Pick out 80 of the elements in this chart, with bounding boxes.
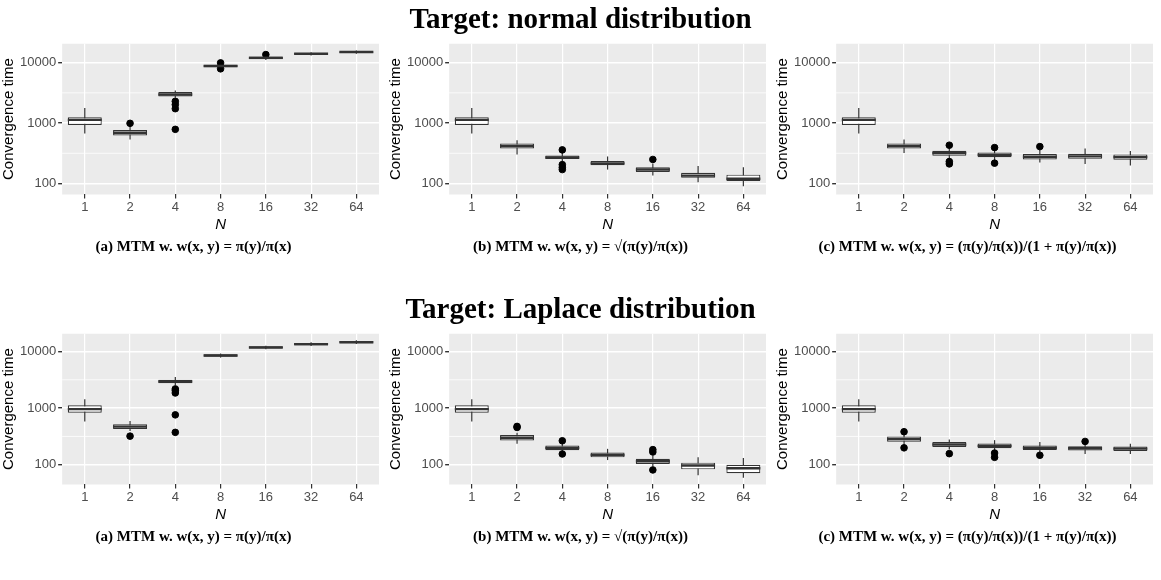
text: (a) MTM w. w(x, y) = π(y)/π(x) — [94, 528, 293, 545]
x-tick-label: 2 — [126, 488, 134, 504]
y-axis-title: Convergence time — [773, 58, 791, 180]
x-tick-label: 2 — [513, 198, 521, 214]
x-tick-label: 1 — [468, 198, 476, 214]
x-tick-label: 8 — [216, 488, 225, 504]
chart-title: Target: normal distribution — [409, 2, 752, 34]
x-tick-label: 32 — [690, 488, 706, 504]
x-tick-label: 16 — [258, 198, 274, 214]
x-tick-label: 64 — [349, 198, 364, 214]
x-tick-label: 64 — [736, 198, 751, 214]
x-tick-label: 16 — [645, 488, 661, 504]
y-tick-label: 10000 — [406, 54, 444, 70]
x-tick-label: 2 — [900, 488, 908, 504]
x-tick-label: 8 — [990, 198, 999, 214]
x-tick-label: 1 — [855, 488, 863, 504]
y-tick-label: 1000 — [801, 114, 831, 130]
x-tick-label: 32 — [303, 488, 319, 504]
x-tick-label: 4 — [945, 488, 953, 504]
x-tick-label: 32 — [1077, 488, 1093, 504]
y-tick-label: 10000 — [793, 343, 831, 359]
x-tick-label: 2 — [513, 488, 521, 504]
y-tick-label: 100 — [808, 456, 831, 472]
x-tick-label: 2 — [126, 198, 134, 214]
x-tick-label: 4 — [945, 198, 953, 214]
x-tick-label: 1 — [81, 198, 89, 214]
y-tick-label: 100 — [808, 175, 831, 191]
x-tick-label: 8 — [216, 198, 225, 214]
x-tick-label: 8 — [603, 488, 612, 504]
text: (b) MTM w. w(x, y) = √(π(y)/π(x)) — [472, 528, 689, 545]
x-axis-title: N — [989, 505, 1001, 523]
text: (a) MTM w. w(x, y) = π(y)/π(x) — [94, 238, 293, 255]
x-tick-label: 16 — [258, 488, 274, 504]
x-axis-title: N — [602, 215, 614, 233]
x-tick-label: 4 — [558, 488, 566, 504]
x-tick-label: 32 — [303, 198, 319, 214]
x-axis-title: N — [989, 215, 1001, 233]
y-tick-label: 100 — [34, 175, 57, 191]
x-tick-label: 2 — [900, 198, 908, 214]
y-axis-title: Convergence time — [0, 58, 17, 180]
text: (c) MTM w. w(x, y) = (π(y)/π(x))/(1 + π(y)/π(x)) — [817, 238, 1118, 255]
text: (c) MTM w. w(x, y) = (π(y)/π(x))/(1 + π(y)/π(x)) — [817, 528, 1118, 545]
text: (b) MTM w. w(x, y) = √(π(y)/π(x)) — [472, 238, 689, 255]
y-axis-title: Convergence time — [386, 348, 404, 470]
x-tick-label: 16 — [645, 198, 661, 214]
x-tick-label: 1 — [468, 488, 476, 504]
x-tick-label: 8 — [990, 488, 999, 504]
x-tick-label: 32 — [690, 198, 706, 214]
x-tick-label: 64 — [1123, 198, 1138, 214]
y-tick-label: 10000 — [793, 54, 831, 70]
y-tick-label: 10000 — [19, 343, 57, 359]
x-tick-label: 64 — [736, 488, 751, 504]
y-tick-label: 1000 — [27, 114, 57, 130]
x-axis-title: N — [215, 505, 227, 523]
y-axis-title: Convergence time — [386, 58, 404, 180]
x-tick-label: 64 — [1123, 488, 1138, 504]
chart-title: Target: Laplace distribution — [405, 292, 756, 324]
y-tick-label: 100 — [34, 456, 57, 472]
y-tick-label: 100 — [421, 456, 444, 472]
y-tick-label: 1000 — [414, 399, 444, 415]
x-tick-label: 16 — [1032, 488, 1048, 504]
y-tick-label: 10000 — [19, 54, 57, 70]
x-tick-label: 8 — [603, 198, 612, 214]
x-tick-label: 4 — [171, 198, 179, 214]
y-axis-title: Convergence time — [0, 348, 17, 470]
x-tick-label: 16 — [1032, 198, 1048, 214]
y-tick-label: 1000 — [414, 114, 444, 130]
x-tick-label: 4 — [171, 488, 179, 504]
x-axis-title: N — [215, 215, 227, 233]
y-tick-label: 1000 — [801, 399, 831, 415]
x-tick-label: 1 — [855, 198, 863, 214]
x-tick-label: 4 — [558, 198, 566, 214]
y-tick-label: 10000 — [406, 343, 444, 359]
x-tick-label: 64 — [349, 488, 364, 504]
x-tick-label: 1 — [81, 488, 89, 504]
x-tick-label: 32 — [1077, 198, 1093, 214]
x-axis-title: N — [602, 505, 614, 523]
y-tick-label: 100 — [421, 175, 444, 191]
y-axis-title: Convergence time — [773, 348, 791, 470]
y-tick-label: 1000 — [27, 399, 57, 415]
